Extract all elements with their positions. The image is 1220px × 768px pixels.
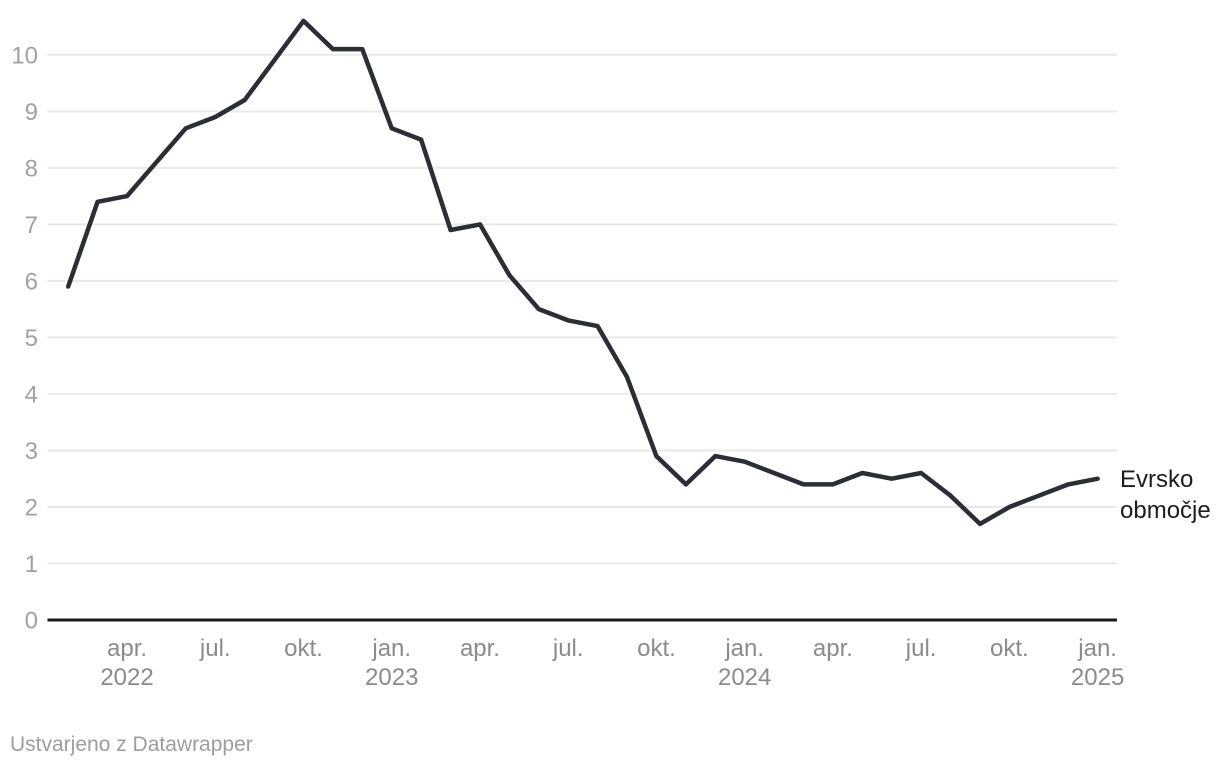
x-tick-label-26: apr. — [813, 635, 853, 662]
y-tick-label-6: 6 — [25, 268, 38, 295]
y-tick-label-5: 5 — [25, 325, 38, 352]
x-tick-year-label-2023: 2023 — [365, 664, 418, 691]
x-tick-year-label-2022: 2022 — [100, 664, 153, 691]
datawrapper-attribution-link[interactable]: Ustvarjeno z Datawrapper — [10, 733, 253, 756]
y-tick-label-4: 4 — [25, 381, 38, 408]
x-tick-label-2: apr. — [107, 635, 147, 662]
y-tick-label-1: 1 — [25, 551, 38, 578]
x-tick-label-35: jan. — [1077, 635, 1117, 662]
x-tick-label-5: jul. — [199, 635, 231, 662]
y-tick-label-9: 9 — [25, 99, 38, 126]
series-line-0 — [65, 18, 1100, 527]
x-tick-label-17: jul. — [552, 635, 584, 662]
x-tick-label-32: okt. — [990, 635, 1029, 662]
x-tick-label-29: jul. — [905, 635, 937, 662]
y-tick-label-3: 3 — [25, 438, 38, 465]
x-tick-label-8: okt. — [284, 635, 323, 662]
y-tick-label-2: 2 — [25, 494, 38, 521]
x-tick-label-20: okt. — [637, 635, 676, 662]
series-label: Evrsko območje — [1120, 464, 1211, 526]
series-label-line1: Evrsko — [1120, 466, 1194, 493]
y-tick-label-7: 7 — [25, 212, 38, 239]
x-tick-label-11: jan. — [371, 635, 411, 662]
x-tick-year-label-2025: 2025 — [1071, 664, 1124, 691]
x-tick-year-label-2024: 2024 — [718, 664, 771, 691]
series-label-line2: območje — [1120, 497, 1211, 524]
x-tick-label-14: apr. — [460, 635, 500, 662]
y-tick-label-8: 8 — [25, 155, 38, 182]
y-tick-label-0: 0 — [25, 608, 38, 635]
y-tick-label-10: 10 — [11, 42, 38, 69]
x-tick-label-23: jan. — [724, 635, 764, 662]
